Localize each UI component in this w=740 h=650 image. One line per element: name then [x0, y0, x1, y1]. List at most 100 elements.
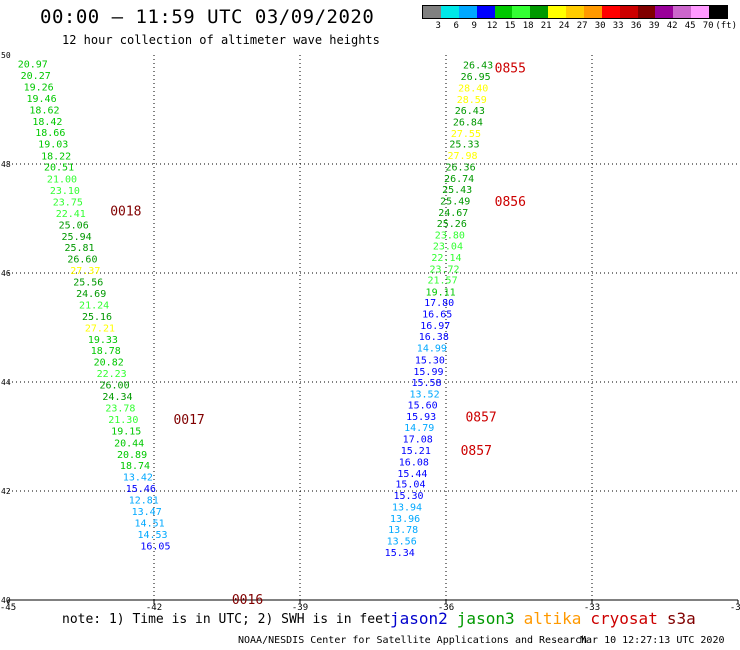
colorbar-label: 27 [576, 21, 588, 31]
wave-height-point: 28.40 [458, 84, 488, 95]
wave-height-point: 15.34 [385, 548, 415, 559]
colorbar-label: 45 [684, 21, 696, 31]
wave-height-point: 21.24 [79, 300, 109, 311]
pass-time-label: 0857 [461, 444, 492, 459]
colorbar-swatch [691, 6, 709, 18]
wave-height-point: 15.30 [393, 491, 423, 502]
wave-height-point: 15.99 [413, 367, 443, 378]
colorbar-swatch [548, 6, 566, 18]
wave-height-point: 23.78 [105, 403, 135, 414]
wave-height-point: 20.89 [117, 450, 147, 461]
colorbar-swatch [673, 6, 692, 18]
wave-height-point: 15.30 [415, 355, 445, 366]
grid-layer [8, 55, 738, 600]
wave-height-point: 25.26 [437, 219, 467, 230]
map-plot: -45-42-39-36-33-30404244464850 26.4326.9… [0, 51, 740, 610]
colorbar-label: 36 [630, 21, 642, 31]
wave-height-point: 13.96 [390, 514, 420, 525]
wave-height-point: 21.30 [108, 415, 138, 426]
wave-height-point: 14.53 [137, 530, 167, 541]
wave-height-point: 25.33 [449, 140, 479, 151]
wave-height-point: 21.57 [428, 275, 458, 286]
wave-height-point: 12.81 [129, 496, 159, 507]
wave-height-point: 25.56 [73, 278, 103, 289]
colorbar-swatch [530, 6, 549, 18]
colorbar-swatch [583, 6, 602, 18]
wave-height-point: 13.78 [388, 525, 418, 536]
colorbar-swatch [494, 6, 513, 18]
colorbar-label: (ft) [715, 21, 738, 31]
colorbar-label: 9 [471, 21, 477, 31]
wave-height-point: 26.84 [453, 117, 483, 128]
colorbar-label: 33 [612, 21, 624, 31]
legend-entry-cryosat: cryosat [590, 609, 658, 628]
chart-title: 00:00 – 11:59 UTC 03/09/2020 [40, 6, 375, 28]
time-labels-layer: 0855 0856 0857 0857 0018 0017 0016 [110, 62, 526, 608]
wave-height-point: 26.43 [463, 61, 493, 72]
wave-height-point: 23.72 [429, 264, 459, 275]
wave-height-point: 17.80 [424, 298, 454, 309]
colorbar [422, 5, 728, 19]
wave-height-point: 19.26 [24, 82, 54, 93]
colorbar-label: 15 [504, 21, 516, 31]
wave-height-point: 21.00 [47, 175, 77, 186]
axis-layer: -45 -42 -39 -36 -33 -30 40 42 44 46 48 50 [0, 51, 740, 610]
y-tick-label: 50 [1, 51, 11, 60]
wave-height-point: 14.79 [404, 423, 434, 434]
wave-height-point: 13.42 [123, 473, 153, 484]
wave-height-point: 25.16 [82, 312, 112, 323]
x-tick-label: -33 [584, 603, 600, 610]
x-tick-label: -36 [438, 603, 454, 610]
wave-height-point: 24.34 [102, 392, 132, 403]
wave-height-point: 15.44 [397, 469, 427, 480]
wave-height-point: 27.98 [447, 151, 477, 162]
wave-height-point: 16.65 [422, 310, 452, 321]
wave-height-point: 18.78 [91, 346, 121, 357]
wave-height-point: 18.62 [29, 105, 59, 116]
wave-height-point: 25.49 [440, 196, 470, 207]
x-tick-label: -42 [146, 603, 162, 610]
wave-height-point: 22.23 [97, 369, 127, 380]
wave-height-point: 18.22 [41, 152, 71, 163]
pass-time-label: 0855 [495, 62, 526, 77]
legend-entry-jason2: jason2 [390, 609, 448, 628]
colorbar-label: 3 [435, 21, 441, 31]
wave-height-point: 23.75 [53, 197, 83, 208]
colorbar-swatch [566, 6, 584, 18]
wave-height-point: 22.41 [56, 209, 86, 220]
wave-height-point: 15.58 [411, 378, 441, 389]
y-tick-label: 44 [1, 378, 11, 387]
wave-height-point: 18.74 [120, 461, 150, 472]
wave-height-point: 16.08 [399, 457, 429, 468]
wave-height-point: 25.81 [64, 243, 94, 254]
wave-height-point: 19.33 [88, 335, 118, 346]
wave-height-point: 26.60 [67, 255, 97, 266]
wave-height-point: 14.99 [417, 343, 447, 354]
wave-height-point: 15.60 [408, 401, 438, 412]
y-tick-label: 46 [1, 269, 11, 278]
wave-height-point: 19.03 [38, 140, 68, 151]
wave-height-point: 13.94 [392, 503, 422, 514]
legend-entry-altika: altika [523, 609, 582, 628]
wave-height-point: 27.21 [85, 323, 115, 334]
colorbar-swatch [458, 6, 477, 18]
wave-height-point: 26.43 [455, 106, 485, 117]
wave-height-point: 16.05 [140, 541, 170, 552]
wave-height-point: 25.06 [59, 220, 89, 231]
wave-height-point: 13.52 [410, 389, 440, 400]
wave-height-point: 23.10 [50, 186, 80, 197]
points-layer: 26.4326.9528.4028.5926.4326.8427.5525.33… [18, 60, 493, 559]
wave-height-point: 15.93 [406, 412, 436, 423]
wave-height-point: 24.67 [438, 208, 468, 219]
wave-height-point: 15.04 [395, 480, 425, 491]
colorbar-label: 42 [666, 21, 678, 31]
colorbar-swatch [423, 6, 441, 18]
colorbar-swatch [512, 6, 531, 18]
wave-height-point: 15.21 [401, 446, 431, 457]
wave-height-point: 15.46 [126, 484, 156, 495]
satellite-legend: jason2 jason3 altika cryosat s3a [390, 609, 705, 628]
colorbar-label: 12 [486, 21, 498, 31]
legend-entry-s3a: s3a [666, 609, 696, 628]
colorbar-swatch [476, 6, 495, 18]
generated-timestamp: Mar 10 12:27:13 UTC 2020 [580, 635, 725, 646]
